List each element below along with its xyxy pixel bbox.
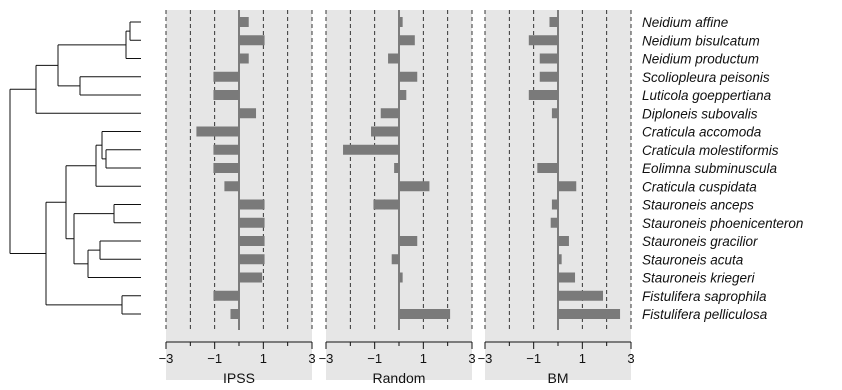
species-label: Neidium productum: [642, 52, 759, 67]
bar-bm-16: [558, 290, 604, 301]
bar-random-14: [391, 254, 399, 265]
x-tick-label: 3: [627, 351, 634, 366]
bar-ipss-7: [196, 126, 239, 137]
x-tick-label: 3: [468, 351, 475, 366]
bar-random-7: [371, 126, 399, 137]
bar-ipss-1: [239, 17, 249, 27]
species-label: Stauroneis phoenicenteron: [642, 216, 803, 231]
bar-ipss-6: [239, 108, 257, 119]
species-label: Luticola goeppertiana: [642, 88, 772, 103]
bar-random-8: [343, 144, 399, 155]
bar-ipss-12: [239, 217, 265, 228]
x-tick-label: −1: [207, 351, 222, 366]
x-tick-label: −3: [478, 351, 493, 366]
x-tick-label: −3: [319, 351, 334, 366]
bar-bm-10: [558, 181, 577, 192]
bar-bm-5: [528, 90, 558, 100]
bar-ipss-10: [224, 181, 239, 192]
bar-random-1: [399, 17, 403, 27]
species-label: Fistulifera saprophila: [642, 289, 767, 304]
bar-random-2: [399, 35, 415, 46]
bar-ipss-4: [213, 71, 239, 82]
bar-random-3: [388, 53, 399, 64]
species-label: Stauroneis acuta: [642, 252, 744, 267]
species-label: Scoliopleura peisonis: [642, 70, 770, 85]
bar-ipss-2: [239, 35, 265, 46]
x-tick-label: 1: [260, 351, 267, 366]
bar-bm-12: [550, 217, 558, 228]
bar-ipss-15: [239, 272, 263, 283]
bar-bm-6: [551, 108, 558, 119]
bar-ipss-17: [230, 309, 239, 319]
species-labels: Neidium affine Neidium bisulcatum Neidium …: [642, 15, 803, 322]
bar-random-10: [399, 181, 430, 192]
panel-bm: −3 −1 1 3 BM: [478, 10, 635, 386]
bar-ipss-5: [213, 90, 239, 100]
bar-random-5: [399, 90, 407, 100]
bar-ipss-3: [239, 53, 249, 64]
species-label: Eolimna subminuscula: [642, 161, 778, 176]
bar-random-6: [380, 108, 399, 119]
bar-bm-4: [539, 71, 558, 82]
bar-random-15: [399, 272, 403, 283]
species-label: Neidium affine: [642, 15, 728, 30]
species-label: Fistulifera pelliculosa: [642, 307, 768, 322]
bar-random-17: [399, 309, 451, 319]
bar-ipss-8: [213, 144, 239, 155]
bar-random-9: [394, 163, 399, 173]
panel-ipss: −3 −1 1 3 IPSS: [159, 10, 316, 386]
bar-bm-14: [558, 254, 562, 265]
bar-random-13: [399, 236, 418, 246]
x-tick-label: −3: [159, 351, 174, 366]
species-label: Stauroneis gracilior: [642, 234, 758, 249]
bar-bm-13: [558, 236, 569, 246]
bar-bm-9: [537, 163, 558, 173]
species-label: Stauroneis kriegeri: [642, 271, 756, 286]
bar-random-4: [399, 71, 418, 82]
x-tick-label: −1: [367, 351, 382, 366]
bar-panels: −3 −1 1 3 IPSS −3 −1 1 3 Random −3 −1 1 3 BM: [159, 10, 635, 386]
phylogenetic-tree: [9, 21, 141, 315]
species-label: Craticula cuspidata: [642, 179, 757, 194]
x-tick-label: 1: [579, 351, 586, 366]
species-label: Craticula accomoda: [642, 125, 762, 140]
x-tick-label: 3: [308, 351, 315, 366]
species-label: Craticula molestiformis: [642, 143, 779, 158]
species-label: Diploneis subovalis: [642, 106, 758, 121]
bar-random-11: [373, 199, 399, 210]
bar-bm-2: [528, 35, 558, 46]
x-tick-label: 1: [420, 351, 427, 366]
bar-bm-1: [549, 17, 558, 27]
bar-bm-11: [551, 199, 558, 210]
bar-ipss-13: [239, 236, 265, 246]
panel-title-bm: BM: [548, 370, 569, 386]
bar-ipss-16: [213, 290, 239, 301]
x-tick-label: −1: [526, 351, 541, 366]
bar-bm-3: [539, 53, 558, 64]
bar-bm-17: [558, 309, 621, 319]
panel-title-ipss: IPSS: [223, 370, 255, 386]
panel-title-random: Random: [373, 370, 426, 386]
bar-ipss-9: [213, 163, 239, 173]
bar-ipss-11: [239, 199, 265, 210]
panel-random: −3 −1 1 3 Random: [319, 10, 476, 386]
bar-bm-15: [558, 272, 576, 283]
bar-ipss-14: [239, 254, 265, 265]
species-label: Neidium bisulcatum: [642, 33, 760, 48]
species-label: Stauroneis anceps: [642, 198, 754, 213]
